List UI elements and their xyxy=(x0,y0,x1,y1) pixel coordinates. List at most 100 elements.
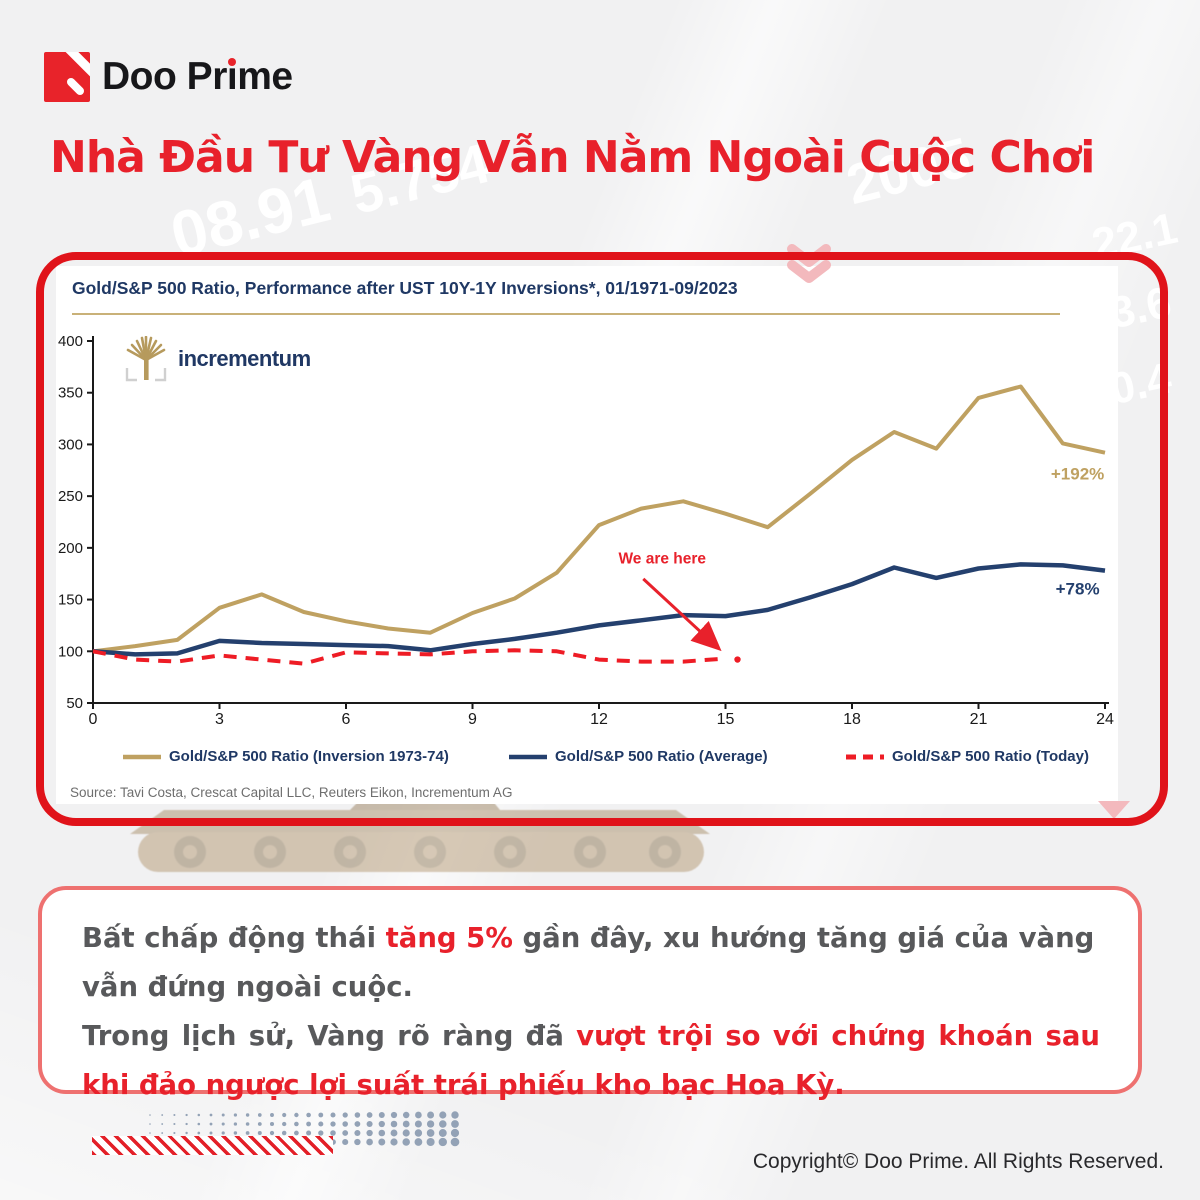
dot xyxy=(221,1113,225,1117)
doo-prime-icon xyxy=(44,52,90,102)
legend-item-0: Gold/S&P 500 Ratio (Inversion 1973-74) xyxy=(122,748,449,765)
dot xyxy=(173,1122,176,1126)
chart: 50 100 150 200 250 300 350 400 0 3 6 9 12 15 18 21 24 We … xyxy=(58,333,1114,726)
series-line-2 xyxy=(92,648,726,666)
dot xyxy=(257,1131,262,1135)
dot xyxy=(173,1131,176,1135)
dot xyxy=(209,1122,213,1126)
brand-text: Doo Prı me xyxy=(102,55,293,98)
dot xyxy=(451,1111,459,1119)
dot xyxy=(233,1131,238,1135)
dot xyxy=(330,1130,336,1136)
dot xyxy=(245,1122,250,1126)
dot xyxy=(185,1122,188,1126)
chart-title: Gold/S&P 500 Ratio, Performance after US… xyxy=(72,278,738,298)
dot xyxy=(209,1131,213,1135)
note-paragraph-1: Bất chấp động thái tăng 5% gần đây, xu h… xyxy=(82,914,1100,1012)
note-paragraph-2: Trong lịch sử, Vàng rõ ràng đã vượt trội… xyxy=(82,1012,1100,1110)
dot xyxy=(342,1112,348,1118)
annotation-gold-gain: +192% xyxy=(1051,465,1104,484)
dot xyxy=(402,1129,410,1137)
brand-logo: Doo Prı me xyxy=(44,52,293,102)
incrementum-logo: incrementum xyxy=(124,336,311,382)
dot xyxy=(233,1113,238,1117)
note-segment: vượt trội so với chứng khoán sau khi đảo… xyxy=(82,1019,1100,1101)
brand-letter-i: ı xyxy=(226,55,238,98)
series-line-1 xyxy=(92,562,1106,657)
note-segment: Bất chấp động thái xyxy=(82,922,386,954)
y-tick-label: 50 xyxy=(66,695,83,712)
dot xyxy=(342,1138,349,1146)
dot xyxy=(354,1138,361,1146)
dot xyxy=(197,1122,201,1126)
dot xyxy=(378,1138,386,1146)
x-tick-label: 12 xyxy=(590,711,608,726)
dot xyxy=(366,1129,373,1137)
note-segment: Trong lịch sử, Vàng rõ ràng đã xyxy=(82,1019,577,1052)
bg-watermark: 22.1 xyxy=(1087,203,1182,270)
title-underline xyxy=(72,313,1060,315)
dot xyxy=(209,1113,213,1117)
dot xyxy=(306,1112,311,1118)
dot xyxy=(197,1113,201,1117)
legend-swatch xyxy=(123,754,161,759)
x-tick-label: 9 xyxy=(468,711,477,726)
chart-panel: Gold/S&P 500 Ratio, Performance after US… xyxy=(56,266,1118,804)
legend-label: Gold/S&P 500 Ratio (Average) xyxy=(555,748,768,765)
dot xyxy=(390,1120,398,1128)
legend-swatch xyxy=(509,754,547,759)
x-tick-label: 15 xyxy=(717,711,735,726)
dot xyxy=(245,1131,250,1135)
note-box: Bất chấp động thái tăng 5% gần đây, xu h… xyxy=(38,886,1142,1101)
legend-label: Gold/S&P 500 Ratio (Today) xyxy=(892,748,1089,765)
chevron-down-icon xyxy=(787,244,831,283)
dot xyxy=(245,1113,250,1117)
source-text: Source: Tavi Costa, Crescat Capital LLC,… xyxy=(70,785,513,800)
dot xyxy=(270,1113,274,1117)
legend-item-1: Gold/S&P 500 Ratio (Average) xyxy=(508,748,768,765)
dot xyxy=(257,1113,262,1117)
dot xyxy=(354,1129,361,1137)
dot xyxy=(450,1137,460,1147)
x-tick-label: 3 xyxy=(215,711,224,726)
y-tick-label: 150 xyxy=(58,592,83,609)
dot xyxy=(402,1138,410,1146)
y-tick-label: 300 xyxy=(58,436,83,453)
dot xyxy=(390,1138,398,1146)
dot xyxy=(439,1111,447,1119)
dot xyxy=(282,1121,287,1127)
legend-label: Gold/S&P 500 Ratio (Inversion 1973-74) xyxy=(169,748,449,765)
dot xyxy=(366,1120,373,1128)
dot xyxy=(294,1121,299,1127)
page-title: Nhà Đầu Tư Vàng Vẫn Nằm Ngoài Cuộc Chơi xyxy=(50,132,1095,183)
dot xyxy=(330,1112,336,1118)
dot xyxy=(318,1112,324,1118)
dot xyxy=(451,1120,459,1128)
dot xyxy=(415,1111,422,1119)
dot xyxy=(185,1131,188,1135)
dot xyxy=(414,1120,422,1128)
legend-item-2: Gold/S&P 500 Ratio (Today) xyxy=(845,748,1089,765)
dot xyxy=(439,1120,447,1128)
dot xyxy=(414,1129,423,1137)
y-tick-label: 200 xyxy=(58,540,83,557)
y-tick-label: 100 xyxy=(58,643,83,660)
x-tick-label: 21 xyxy=(970,711,988,726)
dot xyxy=(173,1113,176,1117)
incrementum-tree-icon xyxy=(125,336,167,382)
dot xyxy=(161,1123,164,1125)
x-tick-label: 18 xyxy=(843,711,861,726)
dot xyxy=(269,1121,275,1127)
dot xyxy=(402,1111,410,1119)
x-tick-label: 6 xyxy=(342,711,351,726)
dot xyxy=(342,1121,348,1127)
dot xyxy=(426,1129,435,1137)
dot xyxy=(438,1137,447,1147)
incrementum-wordmark: incrementum xyxy=(178,346,311,371)
dot xyxy=(318,1121,324,1127)
dot xyxy=(378,1120,385,1128)
dot xyxy=(149,1123,151,1125)
x-tick-label: 24 xyxy=(1096,711,1114,726)
dot xyxy=(197,1131,201,1135)
